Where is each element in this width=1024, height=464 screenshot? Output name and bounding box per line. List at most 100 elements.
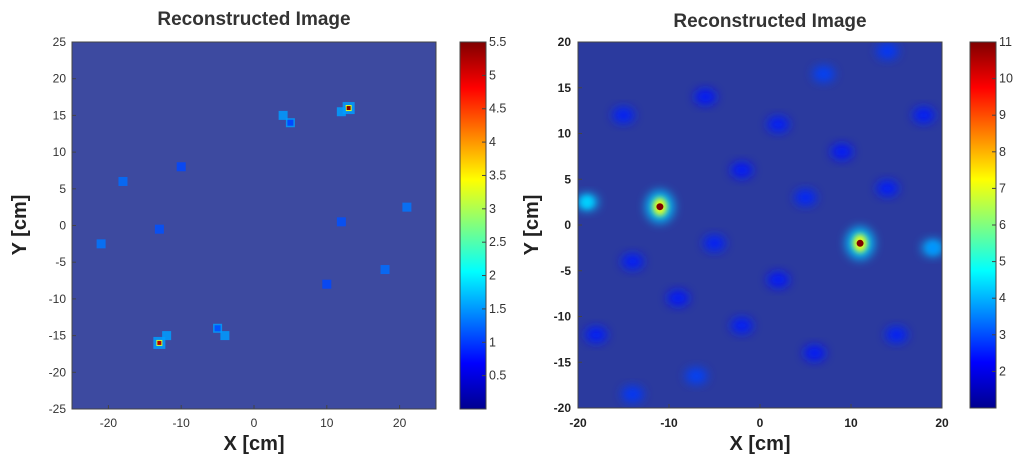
- chart-right-feature: [730, 317, 753, 334]
- y-tick-label: 5: [59, 182, 66, 196]
- y-tick-label: 5: [564, 172, 571, 186]
- chart-right-feature: [621, 253, 644, 270]
- colorbar-tick-label: 2: [489, 269, 496, 283]
- chart-right-colorbar-ticks: 11 10 9 8 7 6 5 4 3 2: [992, 35, 1013, 378]
- y-tick-label: 15: [53, 108, 67, 122]
- chart-left-feature: [380, 265, 390, 275]
- chart-right-feature: [645, 190, 674, 223]
- chart-left-title: Reconstructed Image: [157, 9, 350, 30]
- chart-left-feature: [285, 118, 295, 128]
- chart-left-feature: [278, 110, 288, 120]
- chart-right-plot-area: [578, 42, 942, 408]
- y-tick-label: -15: [49, 329, 67, 343]
- chart-right: Reconstructed Image -20 -10 0 10 20 20 15 10 5 0…: [521, 11, 1013, 455]
- colorbar-tick-label: 3: [489, 202, 496, 216]
- colorbar-tick-label: 2.5: [489, 235, 506, 249]
- chart-left-feature: [154, 224, 164, 234]
- chart-left-feature: [322, 279, 332, 289]
- chart-left-feature: [213, 323, 223, 333]
- y-tick-label: -5: [55, 255, 66, 269]
- chart-left-ylabel: Y [cm]: [9, 195, 31, 256]
- chart-right-x-ticks: -20 -10 0 10 20: [569, 404, 949, 430]
- x-tick-label: 20: [935, 416, 949, 430]
- y-tick-label: -10: [554, 310, 572, 324]
- chart-left-colorbar-ticks: 5.5 5 4.5 4 3.5 3 2.5 2 1.5 1 0.5: [482, 35, 506, 383]
- chart-right-feature: [730, 162, 753, 179]
- chart-right-feature: [794, 189, 817, 206]
- y-tick-label: -5: [560, 264, 571, 278]
- colorbar-tick-label: 5.5: [489, 35, 506, 49]
- colorbar-tick-label: 11: [999, 35, 1012, 49]
- colorbar-tick-label: 0.5: [489, 369, 506, 383]
- chart-right-feature: [612, 107, 635, 124]
- chart-left-y-ticks: 25 20 15 10 5 0 -5 -10 -15 -20 -25: [49, 35, 76, 416]
- colorbar-tick-label: 1: [489, 335, 496, 349]
- colorbar-tick-label: 4.5: [489, 102, 506, 116]
- colorbar-tick-label: 3.5: [489, 168, 506, 182]
- chart-right-feature: [876, 180, 899, 197]
- y-tick-label: -25: [49, 402, 67, 416]
- colorbar-tick-label: 6: [999, 218, 1006, 232]
- chart-right-feature: [578, 194, 599, 211]
- colorbar-tick-label: 8: [999, 145, 1006, 159]
- colorbar-tick-label: 2: [999, 364, 1006, 378]
- colorbar-tick-label: 5: [999, 255, 1006, 269]
- chart-left-features: [96, 102, 412, 349]
- chart-right-feature: [912, 107, 935, 124]
- x-tick-label: -10: [660, 416, 678, 430]
- chart-right-feature: [876, 43, 899, 60]
- x-tick-label: -10: [173, 416, 191, 430]
- chart-left-feature: [176, 162, 186, 172]
- x-tick-label: 0: [251, 416, 258, 430]
- colorbar-tick-label: 9: [999, 108, 1006, 122]
- y-tick-label: -15: [554, 355, 572, 369]
- y-tick-label: 20: [53, 72, 67, 86]
- chart-left-plot-area: [72, 42, 436, 409]
- y-tick-label: -20: [49, 365, 67, 379]
- colorbar-tick-label: 4: [489, 135, 496, 149]
- y-tick-label: 10: [53, 145, 67, 159]
- chart-right-feature: [585, 326, 608, 343]
- chart-right-y-ticks: 20 15 10 5 0 -5 -10 -15 -20: [554, 35, 582, 415]
- chart-right-feature: [812, 66, 835, 83]
- colorbar-tick-label: 7: [999, 181, 1006, 195]
- x-tick-label: 0: [757, 416, 764, 430]
- colorbar-tick-label: 4: [999, 291, 1006, 305]
- chart-right-title: Reconstructed Image: [673, 11, 866, 32]
- chart-right-features: [578, 43, 942, 403]
- y-tick-label: 25: [53, 35, 67, 49]
- chart-left-feature: [162, 331, 172, 341]
- chart-left-feature: [220, 331, 230, 341]
- y-tick-label: -20: [554, 401, 572, 415]
- y-tick-label: 15: [558, 81, 572, 95]
- chart-right-xlabel: X [cm]: [729, 433, 790, 455]
- chart-left: Reconstructed Image -20 -10 0 10 20 25201510…: [9, 9, 506, 455]
- chart-left-feature: [402, 202, 412, 212]
- y-tick-label: -10: [49, 292, 67, 306]
- x-tick-label: 10: [320, 416, 334, 430]
- chart-right-feature: [767, 271, 790, 288]
- chart-left-colorbar: [459, 41, 487, 410]
- chart-left-xlabel: X [cm]: [223, 433, 284, 455]
- x-tick-label: 10: [844, 416, 858, 430]
- chart-right-feature: [685, 367, 708, 384]
- chart-left-feature: [336, 107, 346, 117]
- chart-right-feature: [830, 143, 853, 160]
- y-tick-label: 20: [558, 35, 572, 49]
- chart-right-feature: [921, 239, 942, 256]
- colorbar-tick-label: 3: [999, 328, 1006, 342]
- y-tick-label: 0: [564, 218, 571, 232]
- y-tick-label: 0: [59, 219, 66, 233]
- colorbar-tick-label: 10: [999, 72, 1013, 86]
- chart-right-feature: [694, 88, 717, 105]
- chart-right-feature: [621, 386, 644, 403]
- chart-left-feature: [336, 217, 346, 227]
- x-tick-label: -20: [100, 416, 118, 430]
- colorbar-tick-label: 5: [489, 68, 496, 82]
- chart-left-feature: [118, 176, 128, 186]
- colorbar-tick-label: 1.5: [489, 302, 506, 316]
- chart-left-feature: [96, 239, 106, 249]
- chart-right-feature: [885, 326, 908, 343]
- chart-left-x-ticks: -20 -10 0 10 20: [100, 405, 407, 430]
